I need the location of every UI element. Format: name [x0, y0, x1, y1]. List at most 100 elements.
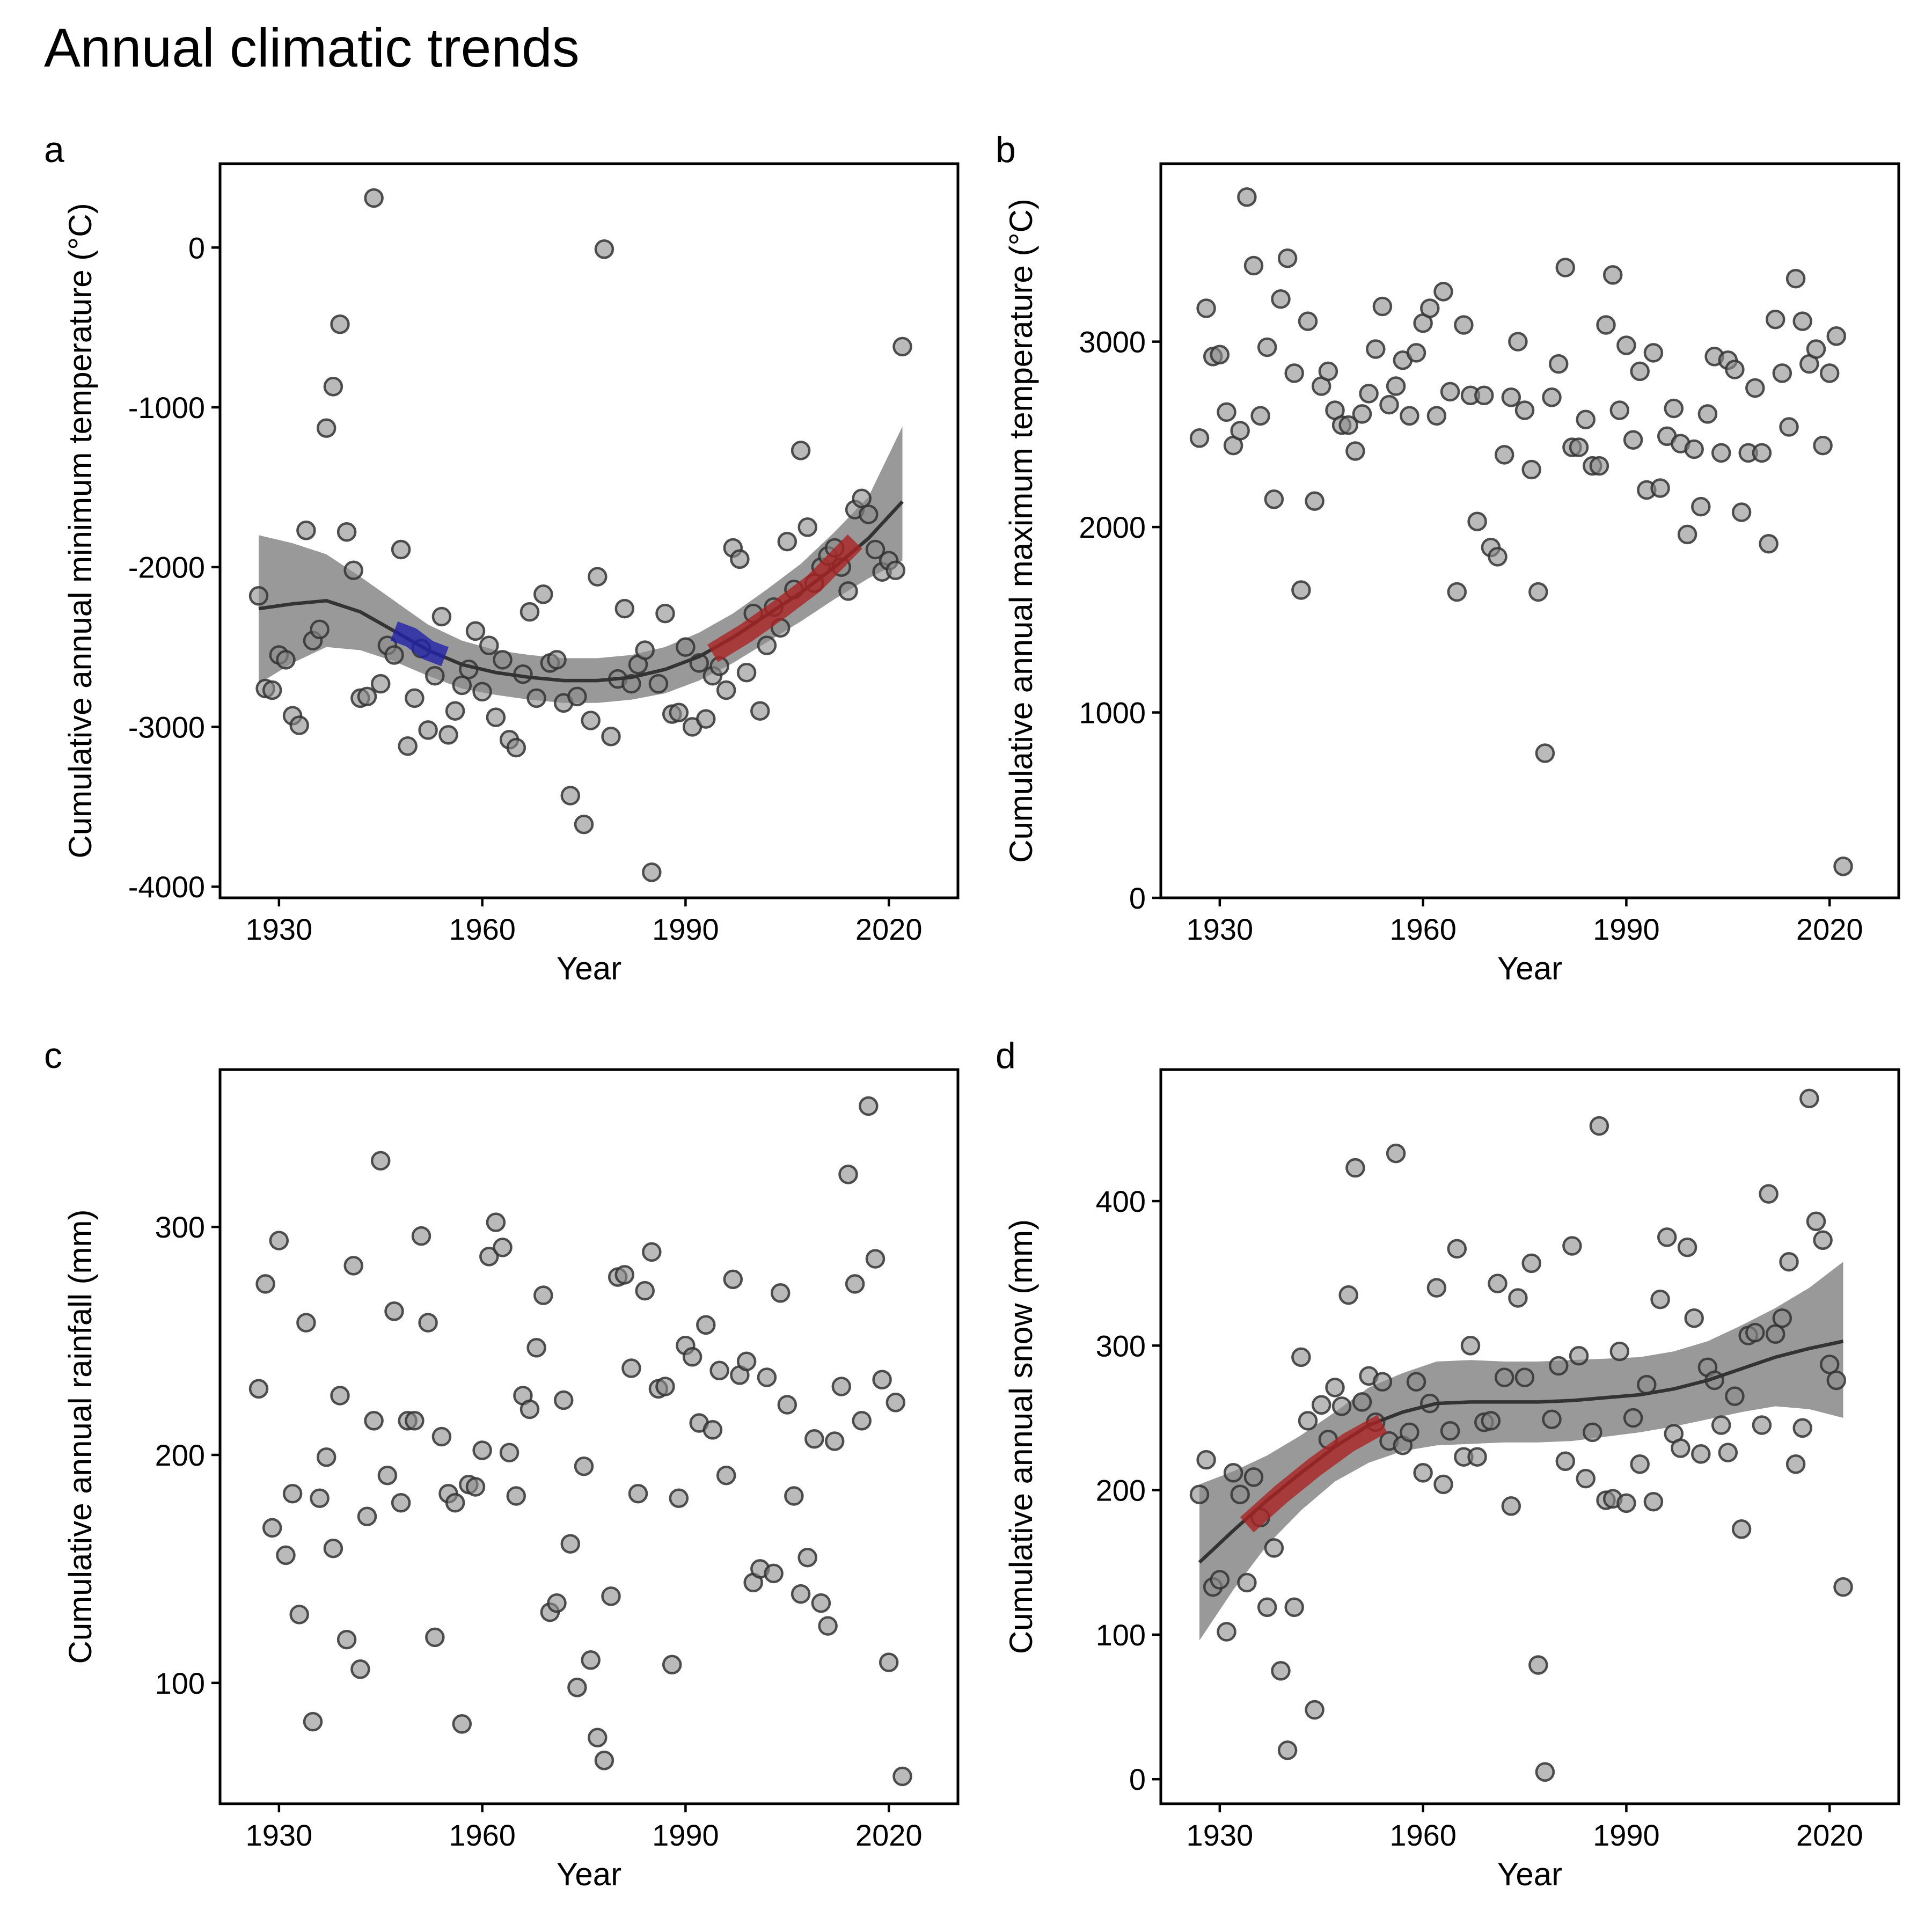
data-point-a-1950	[405, 688, 425, 708]
panel-d: d 1930 1960 1990 2020 0 100 200 300 400 Year Cumula…	[996, 1035, 1900, 1892]
figure-title: Annual climatic trends	[44, 17, 580, 78]
data-point-d-1934	[1237, 1572, 1257, 1593]
data-point-d-1985	[1583, 1422, 1602, 1443]
data-point-d-2012	[1765, 1324, 1785, 1344]
data-point-b-1959	[1406, 343, 1426, 363]
data-point-d-1938	[1264, 1538, 1284, 1558]
data-point-c-1977	[588, 1728, 608, 1748]
data-point-d-1928	[1196, 1450, 1216, 1470]
data-point-c-1932	[282, 1483, 303, 1504]
data-point-d-1968	[1467, 1447, 1487, 1467]
data-point-a-2021	[885, 560, 906, 580]
data-point-c-1936	[310, 1488, 330, 1508]
data-point-c-1961	[479, 1247, 499, 1267]
data-point-b-1976	[1521, 459, 1541, 480]
data-point-b-1952	[1359, 384, 1379, 404]
data-point-c-1978	[594, 1751, 614, 1770]
data-point-a-1998	[730, 549, 750, 569]
data-point-d-1974	[1508, 1288, 1528, 1308]
x-axis-label-c: Year	[557, 1856, 621, 1892]
data-point-c-1971	[547, 1593, 567, 1613]
data-point-c-1988	[662, 1655, 682, 1675]
data-point-c-1995	[709, 1360, 729, 1381]
data-point-a-1971	[547, 650, 567, 670]
x-tick-label-c-1990: 1990	[652, 1818, 719, 1852]
data-point-c-1946	[377, 1465, 398, 1485]
data-point-a-2001	[750, 701, 770, 721]
x-axis-label-b: Year	[1497, 950, 1562, 986]
data-point-b-1987	[1596, 315, 1616, 335]
data-point-b-1986	[1589, 456, 1609, 476]
data-point-b-2011	[1759, 533, 1779, 554]
data-point-b-2000	[1684, 439, 1704, 459]
data-point-a-1940	[336, 522, 357, 542]
x-tick-label-c-1960: 1960	[449, 1818, 516, 1852]
panel-label-c: c	[44, 1035, 62, 1076]
data-point-b-1999	[1677, 524, 1697, 545]
data-point-c-1962	[486, 1212, 506, 1232]
x-tick-label-a-2020: 2020	[855, 912, 923, 946]
data-point-d-1963	[1433, 1474, 1453, 1495]
data-point-d-2021	[1826, 1370, 1847, 1391]
data-point-d-1979	[1542, 1409, 1562, 1429]
data-point-b-1936	[1250, 406, 1270, 426]
data-point-b-2007	[1731, 502, 1752, 522]
data-point-b-1964	[1440, 382, 1460, 402]
data-point-b-1931	[1217, 402, 1236, 422]
y-tick-label-a-1: -3000	[128, 710, 205, 744]
data-point-a-1975	[574, 814, 594, 835]
x-tick-label-d-1990: 1990	[1593, 1818, 1660, 1852]
data-point-c-1941	[343, 1256, 363, 1276]
x-tick-label-a-1990: 1990	[652, 912, 719, 946]
data-point-c-1937	[316, 1447, 336, 1467]
data-point-d-1931	[1217, 1622, 1236, 1642]
panel-label-a: a	[44, 129, 64, 170]
y-tick-label-a-0: -4000	[128, 870, 205, 904]
data-point-d-1993	[1637, 1374, 1657, 1395]
data-point-d-1990	[1616, 1493, 1636, 1513]
data-point-c-1954	[431, 1426, 452, 1447]
data-point-b-2004	[1711, 443, 1731, 463]
data-point-c-1934	[296, 1313, 316, 1333]
data-point-a-1996	[716, 680, 736, 700]
increase-segment-d	[1240, 1415, 1388, 1533]
data-point-b-1966	[1454, 315, 1474, 335]
data-point-c-1994	[702, 1420, 723, 1440]
data-point-a-1957	[452, 675, 472, 696]
data-point-c-1956	[445, 1492, 465, 1513]
data-point-a-2007	[791, 441, 811, 460]
panel-a: a 1930 1960 1990 2020 -4000 -3000 -2000 -1000 0 Ye…	[44, 129, 960, 986]
data-point-a-2016	[852, 488, 872, 508]
data-point-d-1927	[1189, 1484, 1210, 1504]
data-point-d-1944	[1305, 1700, 1324, 1720]
data-point-a-1968	[526, 688, 546, 708]
data-point-c-1964	[499, 1443, 519, 1462]
data-point-d-2020	[1819, 1355, 1840, 1374]
data-point-b-2001	[1691, 496, 1711, 517]
data-point-d-1943	[1298, 1411, 1318, 1431]
plot-frame-d	[1159, 1068, 1900, 1805]
data-point-b-1954	[1372, 296, 1393, 317]
data-point-b-2016	[1792, 311, 1812, 331]
y-tick-label-a-2: -2000	[128, 551, 205, 584]
data-point-d-2000	[1684, 1308, 1704, 1328]
data-point-c-1987	[655, 1377, 675, 1396]
data-point-b-1981	[1555, 258, 1576, 277]
data-point-b-2020	[1819, 363, 1840, 383]
data-point-a-1985	[642, 862, 662, 882]
data-point-d-1973	[1501, 1496, 1521, 1516]
data-point-d-2013	[1772, 1308, 1792, 1328]
data-point-c-1999	[736, 1351, 757, 1372]
data-point-a-1931	[276, 650, 296, 670]
data-point-b-1944	[1305, 491, 1324, 511]
data-point-a-1949	[398, 736, 418, 756]
data-point-b-1934	[1237, 187, 1257, 207]
data-point-a-1965	[506, 737, 526, 758]
data-point-b-1984	[1576, 409, 1596, 429]
data-point-c-1969	[533, 1285, 553, 1305]
data-point-b-1997	[1664, 398, 1684, 419]
data-point-b-2006	[1725, 360, 1745, 379]
data-point-b-1955	[1379, 394, 1399, 415]
data-point-a-1934	[296, 521, 316, 540]
y-tick-label-a-4: 0	[188, 231, 205, 265]
